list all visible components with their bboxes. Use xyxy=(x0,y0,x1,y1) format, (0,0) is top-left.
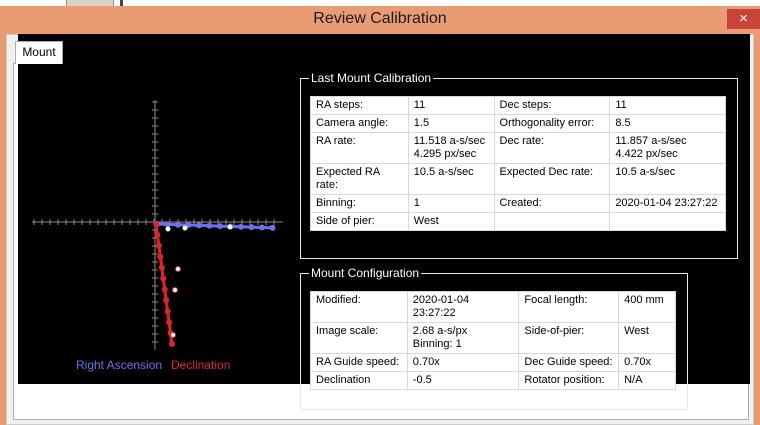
field-value: West xyxy=(618,322,676,354)
field-label: Image scale: xyxy=(310,322,408,354)
field-value: 10.5 a-s/sec xyxy=(609,163,726,195)
field-label: Orthogonality error: xyxy=(493,114,611,133)
calibration-row: Camera angle: 1.5 Orthogonality error: 8.5 xyxy=(310,114,726,133)
background-window-edge xyxy=(120,0,123,6)
field-value: 400 mm xyxy=(618,291,676,323)
field-label: Expected RA rate: xyxy=(310,163,409,195)
field-label: RA Guide speed: xyxy=(310,353,408,372)
calibration-row: Expected RA rate: 10.5 a-s/sec Expected De… xyxy=(310,163,726,195)
field-value xyxy=(609,212,726,231)
field-value: 2020-01-04 23:27:22 xyxy=(406,291,520,323)
dec-point xyxy=(153,221,159,227)
field-label: Dec steps: xyxy=(493,96,611,115)
dec-point xyxy=(154,231,161,238)
field-value: 0.70x xyxy=(406,353,520,372)
mount-configuration-title: Mount Configuration xyxy=(309,265,422,281)
tab-mount[interactable]: Mount xyxy=(15,41,63,64)
field-label: Dec Guide speed: xyxy=(518,353,620,372)
dec-return-point xyxy=(175,266,181,272)
field-label: RA rate: xyxy=(310,132,409,164)
calibration-view: Right Ascension Declination Last Mount C… xyxy=(18,34,750,410)
legend-declination: Declination xyxy=(171,358,231,372)
close-button[interactable]: × xyxy=(727,9,760,29)
ra-point xyxy=(238,223,244,230)
ra-point xyxy=(164,221,171,228)
configuration-row: Declination -0.5 Rotator position: N/A xyxy=(310,371,676,390)
dec-point xyxy=(161,286,168,293)
dec-point xyxy=(164,308,171,315)
field-label: RA steps: xyxy=(310,96,409,115)
dec-point xyxy=(163,297,170,304)
field-label: Modified: xyxy=(310,291,408,323)
ra-point xyxy=(196,222,202,229)
field-value: 11.518 a-s/sec 4.295 px/sec xyxy=(407,132,495,164)
field-label: Binning: xyxy=(310,194,409,213)
field-value: 11 xyxy=(609,96,726,115)
field-label: Side-of-pier: xyxy=(518,322,620,354)
field-value: 10.5 a-s/sec xyxy=(407,163,495,195)
dec-point xyxy=(166,319,173,326)
dec-series-line xyxy=(154,223,174,345)
dec-point xyxy=(155,242,162,249)
ra-return-point xyxy=(182,225,188,231)
ra-point xyxy=(259,224,265,231)
dec-return-point xyxy=(170,332,176,338)
field-label: Focal length: xyxy=(518,291,620,323)
ra-point xyxy=(206,222,213,229)
dec-point xyxy=(157,253,164,260)
ra-return-point xyxy=(227,224,233,230)
field-value: 11 xyxy=(407,96,495,115)
last-mount-calibration-group: Last Mount Calibration RA steps: 11 Dec st… xyxy=(300,70,738,259)
ra-point xyxy=(269,224,276,231)
mount-configuration-group: Mount Configuration Modified: 2020-01-04 … xyxy=(300,265,688,410)
configuration-row: Modified: 2020-01-04 23:27:22 Focal length… xyxy=(310,291,676,323)
field-label: Expected Dec rate: xyxy=(493,163,611,195)
calibration-row: RA rate: 11.518 a-s/sec 4.295 px/sec Dec ra… xyxy=(310,132,726,164)
dec-point xyxy=(168,340,175,347)
dec-point xyxy=(158,264,165,271)
calibration-table: RA steps: 11 Dec steps: 11 Camera angle: 1.5 O… xyxy=(310,96,726,231)
field-label: Camera angle: xyxy=(310,114,409,133)
field-value: 1.5 xyxy=(407,114,495,133)
ra-point xyxy=(248,224,255,231)
ra-point xyxy=(217,223,223,230)
field-value: West xyxy=(407,212,495,231)
field-value: N/A xyxy=(618,371,676,390)
dec-point xyxy=(160,275,167,282)
ra-return-point xyxy=(165,226,171,232)
calibration-graph xyxy=(32,100,283,350)
field-value: 2020-01-04 23:27:22 xyxy=(609,194,726,213)
field-value: 1 xyxy=(407,194,495,213)
field-label: Declination xyxy=(310,371,408,390)
configuration-table: Modified: 2020-01-04 23:27:22 Focal length… xyxy=(310,291,676,390)
field-label: Rotator position: xyxy=(518,371,620,390)
field-value: -0.5 xyxy=(406,371,520,390)
calibration-row: Side of pier: West xyxy=(310,212,726,231)
legend-right-ascension: Right Ascension xyxy=(76,358,163,372)
ra-series-line xyxy=(156,222,273,230)
configuration-row: Image scale: 2.68 a-s/px Binning: 1 Side-of… xyxy=(310,322,676,354)
field-label: Side of pier: xyxy=(310,212,409,231)
field-value: 0.70x xyxy=(618,353,676,372)
field-label: Created: xyxy=(493,194,611,213)
ra-point xyxy=(175,221,181,228)
calibration-row: Binning: 1 Created: 2020-01-04 23:27:22 xyxy=(310,194,726,213)
title-bar[interactable]: Review Calibration × xyxy=(0,6,760,34)
field-value: 8.5 xyxy=(609,114,726,133)
dec-return-point xyxy=(172,287,178,293)
field-value: 2.68 a-s/px Binning: 1 xyxy=(406,322,520,354)
configuration-row: RA Guide speed: 0.70x Dec Guide speed: 0.70… xyxy=(310,353,676,372)
field-label xyxy=(493,212,611,231)
last-mount-calibration-title: Last Mount Calibration xyxy=(309,70,434,86)
field-label: Dec rate: xyxy=(493,132,611,164)
field-value: 11.857 a-s/sec 4.422 px/sec xyxy=(609,132,726,164)
calibration-row: RA steps: 11 Dec steps: 11 xyxy=(310,96,726,115)
window-title: Review Calibration xyxy=(313,10,447,27)
